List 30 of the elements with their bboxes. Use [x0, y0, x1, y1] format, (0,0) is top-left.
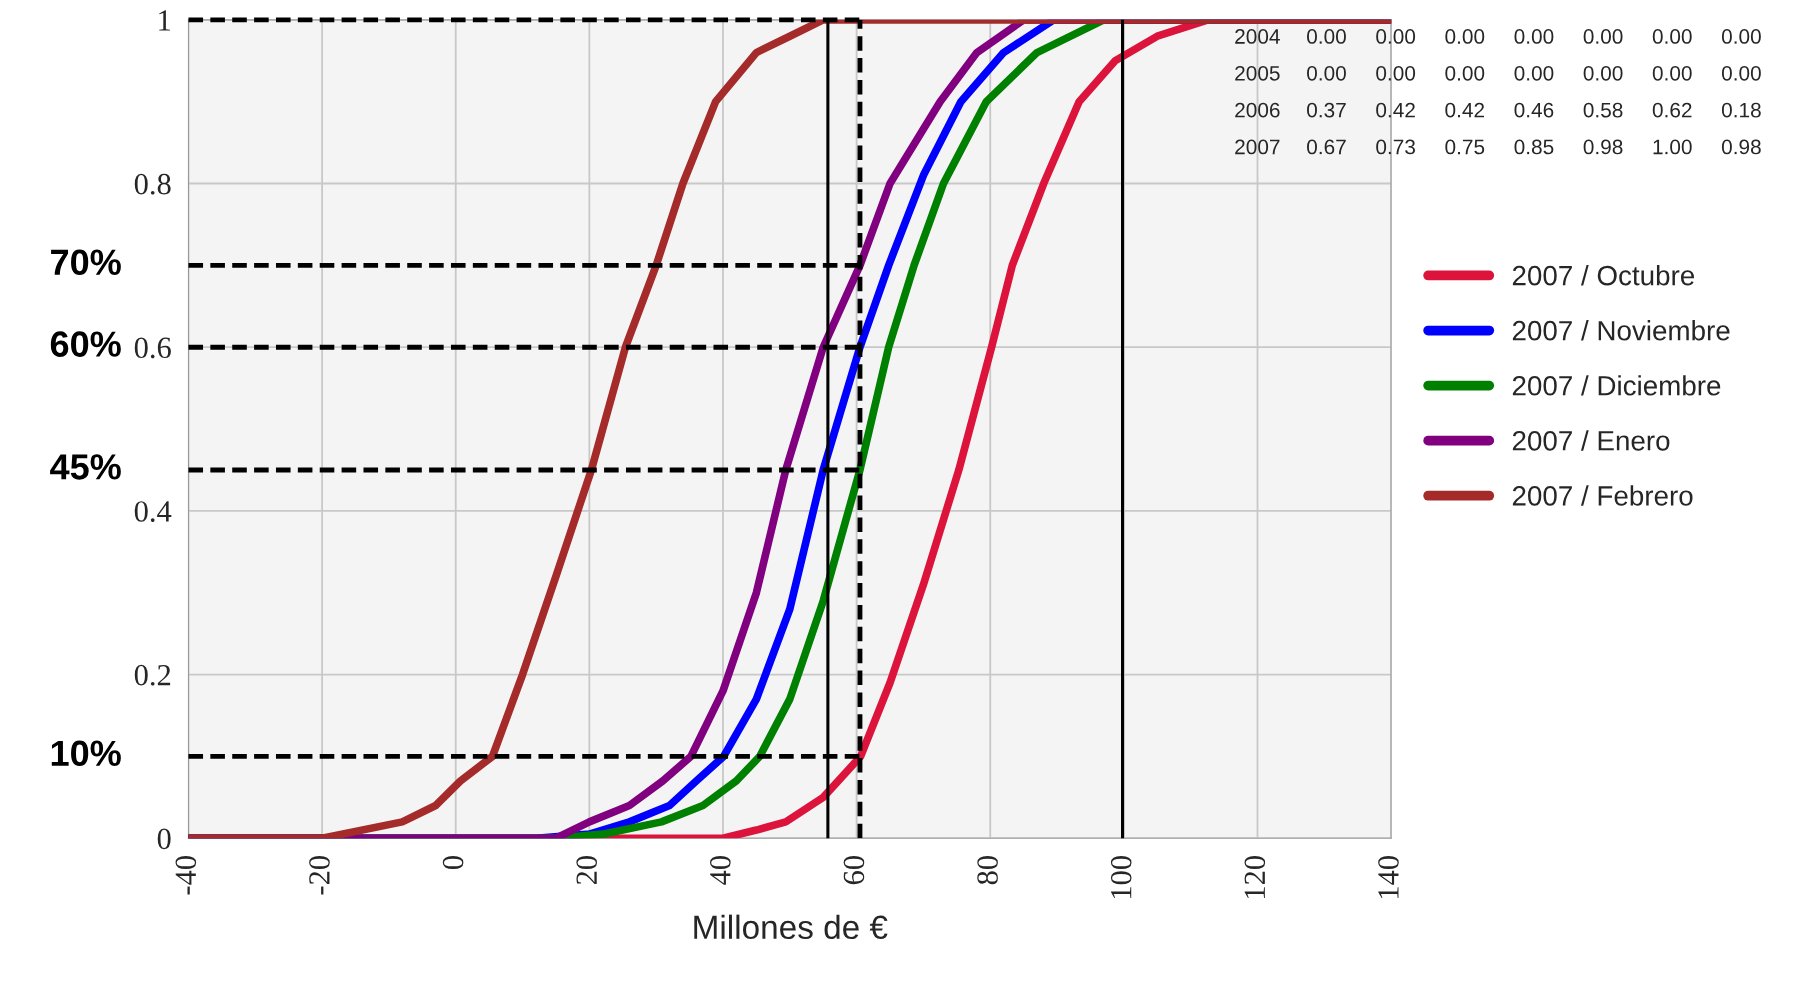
- x-tick-label: 60: [843, 856, 865, 885]
- y-tick-label: 0.4: [134, 501, 172, 522]
- x-axis-title: Millones de €: [694, 914, 888, 940]
- x-tick-label: 40: [710, 856, 731, 885]
- text: 2005 0.00 0.00 0.00 0.00 0.00 0.00 0.00: [1235, 65, 1761, 81]
- text: 2007 0.67 0.73 0.75 0.85 0.98 1.00 0.98: [1235, 139, 1761, 155]
- x-tick-label: -40: [175, 856, 197, 895]
- y-tick-label: 0: [157, 828, 171, 850]
- y-tick-label: 1: [159, 10, 170, 31]
- text: 2006 0.37 0.42 0.42 0.46 0.58 0.62 0.18: [1235, 102, 1761, 118]
- x-tick-label: 20: [576, 856, 598, 885]
- legend-label: 2007 / Octubre: [1512, 265, 1695, 286]
- legend-label: 2007 / Enero: [1512, 430, 1670, 451]
- legend-label: 2007 / Noviembre: [1512, 320, 1730, 341]
- x-tick-label: 0: [442, 856, 464, 870]
- x-tick-label: 140: [1378, 856, 1399, 899]
- legend-label: 2007 / Diciembre: [1512, 375, 1721, 396]
- legend-label: 2007 / Febrero: [1512, 485, 1693, 506]
- x-tick-label: 80: [977, 856, 998, 885]
- ref-line-label: 70%: [51, 249, 121, 276]
- x-tick-label: -20: [309, 856, 330, 895]
- ref-line-label: 60%: [50, 331, 121, 357]
- y-tick-label: 0.8: [134, 173, 171, 195]
- x-tick-label: 100: [1110, 856, 1132, 899]
- y-tick-label: 0.2: [134, 664, 171, 686]
- ref-line-label: 10%: [51, 740, 121, 767]
- x-tick-label: 120: [1244, 856, 1266, 899]
- y-tick-label: 0.6: [134, 337, 171, 359]
- text: 2004 0.00 0.00 0.00 0.00 0.00 0.00 0.00: [1235, 29, 1761, 44]
- ref-line-label: 45%: [50, 454, 121, 480]
